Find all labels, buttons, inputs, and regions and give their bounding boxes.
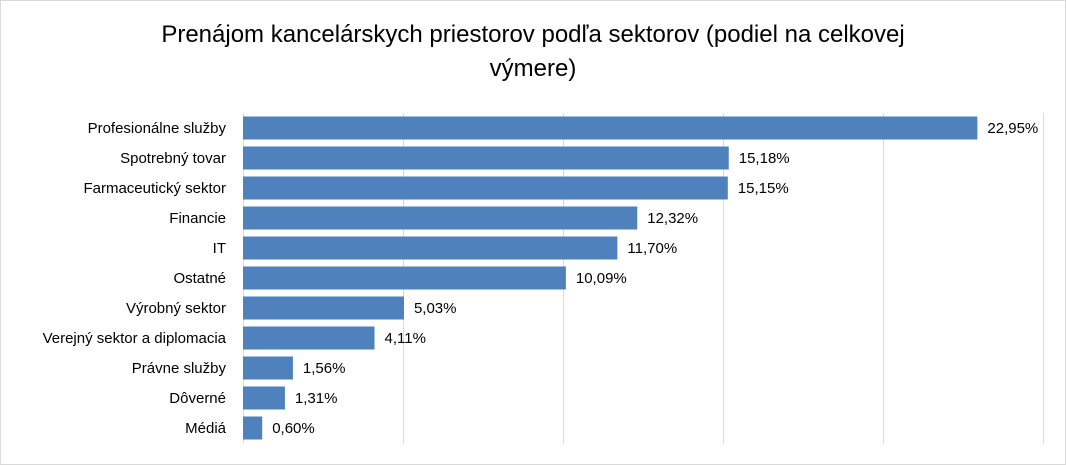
bar bbox=[243, 176, 728, 200]
data-label: 22,95% bbox=[987, 120, 1038, 137]
bar bbox=[243, 146, 729, 170]
category-label: IT bbox=[213, 240, 226, 257]
bars bbox=[243, 116, 978, 440]
data-label: 0,60% bbox=[272, 420, 315, 437]
data-label: 1,56% bbox=[303, 360, 346, 377]
bar bbox=[243, 386, 285, 410]
value-labels: 22,95% 15,18% 15,15% 12,32% 11,70%10,09% 5,03… bbox=[272, 120, 1038, 437]
data-label: 12,32% bbox=[647, 210, 698, 227]
bar bbox=[243, 236, 618, 260]
bar bbox=[243, 356, 293, 380]
data-label: 10,09% bbox=[576, 270, 627, 287]
category-label: Profesionálne služby bbox=[88, 120, 227, 137]
bar bbox=[243, 116, 978, 140]
bar bbox=[243, 326, 375, 350]
category-label: Farmaceutický sektor bbox=[83, 180, 226, 197]
category-label: Financie bbox=[169, 210, 226, 227]
chart-title-line-2: výmere) bbox=[489, 55, 577, 82]
category-label: Právne služby bbox=[132, 360, 227, 377]
bar bbox=[243, 266, 566, 290]
chart-title: Prenájom kancelárskych priestorov podľa … bbox=[0, 18, 1066, 86]
category-label: Dôverné bbox=[169, 390, 226, 407]
category-label: Spotrebný tovar bbox=[120, 150, 226, 167]
data-label: 4,11% bbox=[385, 330, 426, 347]
bar bbox=[243, 206, 638, 230]
chart-title-line-1: Prenájom kancelárskych priestorov podľa … bbox=[161, 21, 905, 48]
data-label: 5,03% bbox=[414, 300, 457, 317]
category-label: Ostatné bbox=[173, 270, 226, 287]
data-label: 11,70% bbox=[627, 240, 677, 257]
bar bbox=[243, 296, 404, 320]
data-label: 15,18% bbox=[739, 150, 790, 167]
category-label: Verejný sektor a diplomacia bbox=[43, 330, 227, 347]
bar bbox=[243, 416, 263, 440]
data-label: 1,31% bbox=[295, 390, 338, 407]
category-label: Médiá bbox=[185, 420, 227, 437]
category-labels: Profesionálne služby Spotrebný tovar Farma… bbox=[43, 120, 227, 437]
category-label: Výrobný sektor bbox=[126, 300, 226, 317]
data-label: 15,15% bbox=[738, 180, 789, 197]
